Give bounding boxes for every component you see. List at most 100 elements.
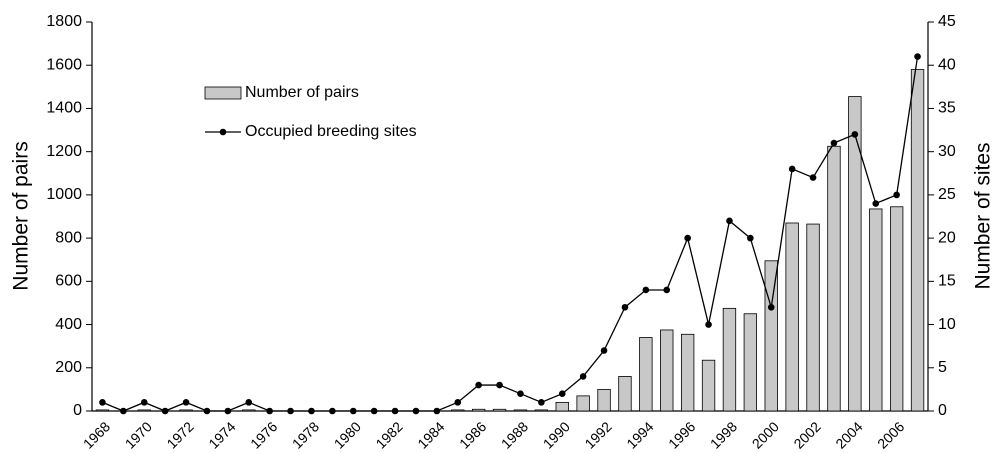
bar — [555, 401, 569, 412]
y2-tick-label: 0 — [938, 402, 947, 419]
line-marker — [349, 407, 357, 415]
bar — [680, 333, 695, 412]
x-tick-label: 1980 — [331, 418, 364, 451]
line-marker — [788, 165, 796, 173]
y2-tick-label: 15 — [938, 273, 956, 290]
y-tick-label: 1400 — [46, 100, 82, 117]
y2-tick-label: 25 — [938, 186, 956, 203]
bar — [618, 376, 632, 412]
line-marker — [517, 390, 524, 398]
y2-axis-label: Number of sites — [972, 142, 995, 289]
bar — [743, 313, 758, 412]
bar — [722, 307, 737, 412]
y2-tick-label: 20 — [938, 229, 956, 246]
line-marker — [642, 286, 650, 294]
bar — [576, 395, 590, 412]
y-tick-label: 1800 — [46, 13, 82, 30]
x-tick-label: 1990 — [540, 418, 573, 451]
x-tick-label: 1972 — [163, 418, 196, 451]
x-tick-label: 1994 — [623, 418, 656, 451]
bar — [848, 96, 862, 412]
y2-tick-label: 45 — [938, 13, 956, 30]
y-tick-label: 1600 — [46, 56, 82, 73]
y-tick-label: 1000 — [46, 186, 82, 203]
line-marker — [600, 347, 608, 354]
bar — [660, 329, 674, 412]
y-tick-label: 200 — [55, 359, 82, 376]
line-marker — [412, 407, 420, 415]
x-tick-label: 1982 — [372, 418, 405, 451]
line-marker — [433, 407, 441, 415]
line-marker — [914, 53, 921, 60]
line — [102, 56, 919, 412]
bar — [910, 69, 925, 412]
bar — [451, 409, 465, 412]
x-tick-label: 1996 — [665, 418, 698, 451]
y2-tick-label: 30 — [938, 143, 956, 160]
line-marker — [872, 200, 880, 207]
x-tick-label: 1984 — [414, 418, 447, 451]
line-marker — [99, 399, 106, 406]
legend-swatch — [219, 128, 227, 136]
bar — [513, 409, 528, 412]
line-marker — [538, 399, 545, 406]
bar — [764, 260, 778, 412]
line-marker — [329, 407, 336, 415]
line-marker — [705, 321, 712, 328]
line-marker — [224, 407, 232, 415]
bar — [869, 208, 883, 412]
line-marker — [558, 390, 566, 398]
y2-tick-label: 10 — [938, 316, 956, 333]
bar — [137, 409, 151, 412]
line-marker — [161, 407, 169, 415]
line-marker — [684, 234, 691, 242]
bar — [597, 388, 611, 412]
line-marker — [747, 234, 754, 242]
line-marker — [140, 399, 148, 406]
line-marker — [266, 407, 273, 415]
bar — [806, 223, 820, 412]
x-tick-label: 2000 — [749, 418, 782, 451]
y-axis-label: Number of pairs — [10, 141, 33, 290]
line-marker — [203, 407, 211, 415]
line-marker — [663, 286, 671, 294]
x-tick-label: 1992 — [581, 418, 614, 451]
line-marker — [830, 139, 838, 147]
line-marker — [287, 407, 294, 415]
line-marker — [579, 373, 587, 380]
x-tick-label: 2006 — [874, 418, 907, 451]
x-tick-label: 1968 — [80, 418, 113, 451]
line-marker — [182, 399, 190, 406]
y2-tick-label: 5 — [938, 359, 947, 376]
line-marker — [726, 217, 733, 225]
bar — [95, 409, 110, 412]
y-tick-label: 0 — [73, 402, 82, 419]
x-tick-label: 1988 — [498, 418, 531, 451]
bar — [701, 359, 716, 412]
x-tick-label: 1978 — [289, 418, 322, 451]
bar — [827, 145, 841, 412]
x-tick-label: 2004 — [832, 418, 865, 451]
bar — [639, 337, 653, 412]
x-tick-label: 1976 — [247, 418, 280, 451]
bar — [179, 409, 193, 412]
line-marker — [851, 131, 859, 138]
bar — [471, 408, 486, 412]
y-tick-label: 400 — [55, 316, 82, 333]
legend-label: Number of pairs — [245, 84, 359, 101]
legend-label: Occupied breeding sites — [245, 123, 417, 140]
y-tick-label: 1200 — [46, 143, 82, 160]
line-marker — [120, 407, 127, 415]
bar — [889, 206, 904, 412]
line-marker — [454, 399, 462, 406]
y2-tick-label: 35 — [938, 100, 956, 117]
legend-swatch — [204, 86, 242, 100]
line-marker — [809, 174, 817, 181]
line-marker — [475, 381, 482, 389]
line-marker — [496, 381, 503, 389]
line-marker — [767, 303, 775, 311]
y-tick-label: 800 — [55, 229, 82, 246]
x-tick-label: 1998 — [707, 418, 740, 451]
x-tick-label: 1974 — [205, 418, 238, 451]
